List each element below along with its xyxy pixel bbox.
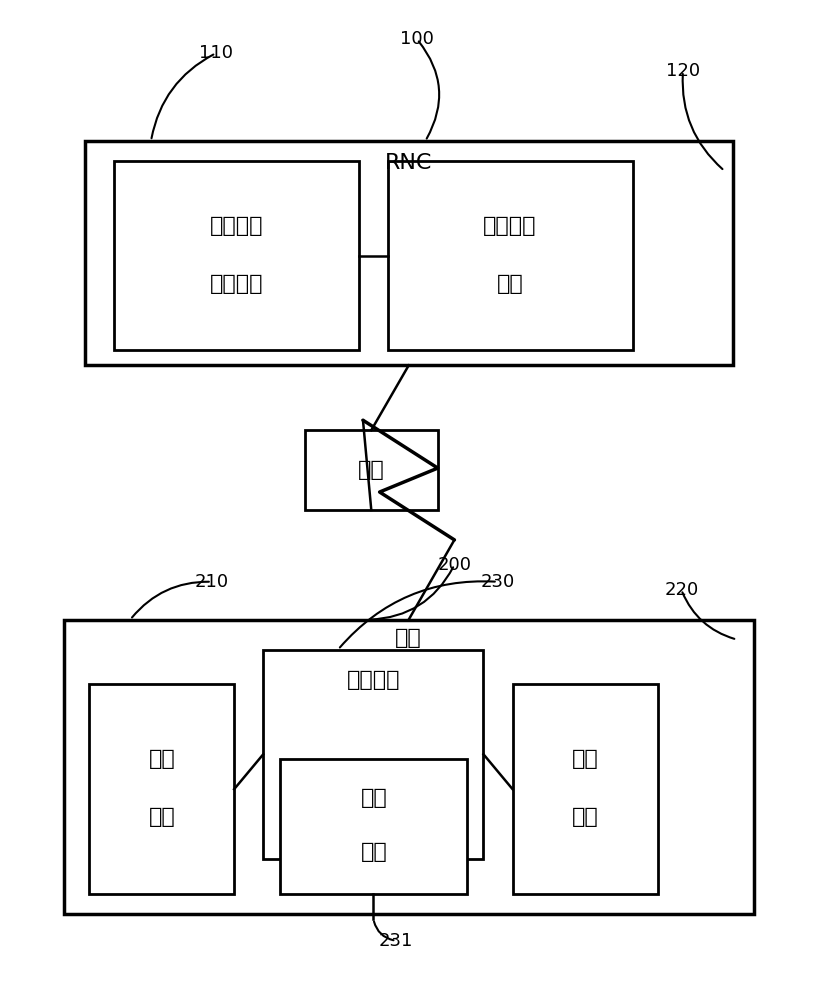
Text: 测量模块: 测量模块 (347, 670, 400, 690)
Text: 终端: 终端 (395, 628, 422, 648)
Text: 220: 220 (664, 581, 698, 599)
Text: 231: 231 (379, 932, 414, 950)
Text: RNC: RNC (385, 153, 432, 173)
Bar (513, 684, 658, 894)
Text: 获取模块: 获取模块 (210, 274, 264, 294)
Text: 计算: 计算 (360, 788, 387, 808)
Text: 模块: 模块 (497, 274, 524, 294)
Text: 120: 120 (666, 62, 700, 80)
Text: 模块: 模块 (148, 807, 175, 827)
Text: 110: 110 (198, 44, 233, 62)
Bar (304, 430, 438, 510)
Text: 模块: 模块 (360, 842, 387, 862)
Bar (388, 161, 633, 350)
Bar (88, 684, 234, 894)
Text: 发送: 发送 (572, 749, 599, 769)
Text: 频点信息: 频点信息 (210, 216, 264, 236)
Text: 消息配置: 消息配置 (484, 216, 537, 236)
Text: 接收: 接收 (148, 749, 175, 769)
Text: 210: 210 (194, 573, 229, 591)
Bar (84, 141, 733, 365)
Bar (280, 759, 467, 894)
Bar (113, 161, 359, 350)
Text: 基站: 基站 (358, 460, 384, 480)
Bar (264, 650, 484, 859)
Bar (63, 620, 754, 914)
Text: 200: 200 (437, 556, 471, 574)
Text: 100: 100 (400, 30, 434, 48)
Text: 模块: 模块 (572, 807, 599, 827)
Text: 230: 230 (480, 573, 515, 591)
